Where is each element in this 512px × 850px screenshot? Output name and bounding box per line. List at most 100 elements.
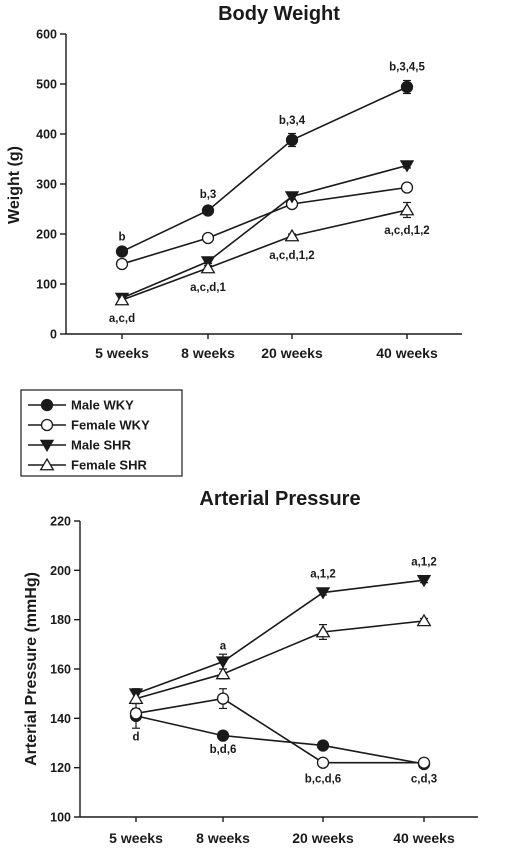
data-point-female-shr [315,624,331,638]
annotations: d a b,d,6 a,1,2 b,c,d,6 a,1,2 c,d,3 [132,556,437,785]
series-line-male-shr [121,164,408,299]
legend-item-female-wky: Female WKY [28,418,150,433]
annotation-label: a,c,d,1 [190,282,226,294]
annotation-label: a,c,d,1,2 [269,250,314,262]
annotation-label: b,3,4,5 [389,62,425,74]
annotation-label: d [132,732,139,744]
x-tick-label: 20 weeks [261,345,323,361]
annotations: b a,c,d b,3 a,c,d,1 b,3,4 a,c,d,1,2 b,3,4,5 a,c… [109,62,430,326]
legend-label: Female WKY [71,418,150,433]
series-line-male-shr [135,579,425,695]
y-tick-label: 200 [50,564,71,578]
legend-item-female-shr: Female SHR [28,458,147,473]
y-tick-label: 600 [36,28,57,42]
series-line-female-wky [121,186,408,265]
y-tick-label: 100 [36,278,57,292]
y-tick-label: 100 [50,811,71,825]
body-weight-chart: Body Weight Weight (g) 0 100 200 300 400 500 6… [6,3,462,361]
data-point-male-wky [316,739,330,752]
annotation-label: a,1,2 [411,556,437,568]
annotation-label: a,1,2 [310,569,336,581]
data-point-female-shr [200,260,216,274]
series-line-male-wky [135,715,425,765]
data-point-male-shr [315,587,331,600]
y-tick-label: 0 [50,328,57,342]
x-tick-label: 8 weeks [196,830,250,846]
data-point-female-shr [128,691,144,704]
series-line-female-wky [135,697,424,764]
legend-item-male-shr: Male SHR [28,438,132,453]
y-ticks: 100 120 140 160 180 200 220 [50,515,80,825]
x-tick-label: 20 weeks [292,830,354,846]
y-tick-label: 140 [50,712,71,726]
legend-item-male-wky: Male WKY [28,398,134,413]
data-point-female-shr [284,228,300,242]
y-tick-label: 160 [50,663,71,677]
chart-title: Arterial Pressure [199,488,360,510]
data-point-male-wky [400,80,414,94]
data-point-female-shr [399,202,415,216]
y-axis-label: Arterial Pressure (mmHg) [23,572,40,766]
data-point-female-wky [316,756,330,769]
annotation-label: c,d,3 [411,773,437,785]
annotation-label: a,c,d,1,2 [384,225,429,237]
annotation-label: b [118,232,125,244]
x-tick-label: 40 weeks [393,830,455,846]
annotation-label: a,c,d [109,313,135,325]
data-point-female-shr [416,613,432,627]
data-point-female-wky [400,181,414,194]
data-point-male-shr [215,656,231,669]
chart-title: Body Weight [218,3,340,25]
x-ticks: 5 weeks 8 weeks 20 weeks 40 weeks [95,334,438,361]
legend-marker [39,457,55,471]
y-axis-label: Weight (g) [6,146,23,224]
data-point-male-wky [115,245,129,258]
legend-marker [39,439,55,452]
legend-label: Male WKY [71,398,134,413]
data-point-male-wky [216,729,230,742]
data-point-female-shr [114,292,130,306]
annotation-label: a [220,640,227,652]
y-tick-label: 400 [36,128,57,142]
series-line-female-shr [135,620,425,700]
x-tick-label: 8 weeks [181,345,235,361]
y-tick-label: 220 [50,515,71,529]
error-bars [132,577,428,768]
series-line-male-wky [121,86,408,253]
x-tick-label: 5 weeks [109,830,163,846]
legend-marker [40,418,54,432]
arterial-pressure-chart: Arterial Pressure Arterial Pressure (mmH… [23,488,478,846]
series-markers [128,574,432,771]
error-bars [118,79,411,303]
y-tick-label: 180 [50,613,71,627]
data-point-female-wky [129,707,143,720]
legend-label: Female SHR [71,458,147,473]
legend-label: Male SHR [71,438,132,453]
data-point-female-shr [215,666,231,680]
series-line-female-shr [121,209,408,301]
data-point-female-wky [201,231,215,245]
series-lines [121,86,408,301]
data-point-female-wky [216,692,230,705]
annotation-label: b,c,d,6 [305,773,341,785]
y-tick-label: 200 [36,228,57,242]
x-tick-label: 40 weeks [376,345,438,361]
x-tick-label: 5 weeks [95,345,149,361]
y-tick-label: 500 [36,78,57,92]
annotation-label: b,3 [200,189,217,201]
data-point-male-shr [399,160,415,173]
x-ticks: 5 weeks 8 weeks 20 weeks 40 weeks [109,817,455,846]
data-point-male-shr [284,191,300,204]
series-markers [114,80,415,306]
legend-marker [40,398,54,412]
data-point-male-wky [285,133,299,147]
data-point-male-wky [201,204,215,217]
data-point-female-wky [417,756,431,769]
annotation-label: b,d,6 [210,744,237,756]
y-tick-label: 300 [36,178,57,192]
series-lines [135,579,425,765]
data-point-female-wky [115,257,129,271]
y-ticks: 0 100 200 300 400 500 600 [36,28,66,342]
annotation-label: b,3,4 [279,115,306,127]
